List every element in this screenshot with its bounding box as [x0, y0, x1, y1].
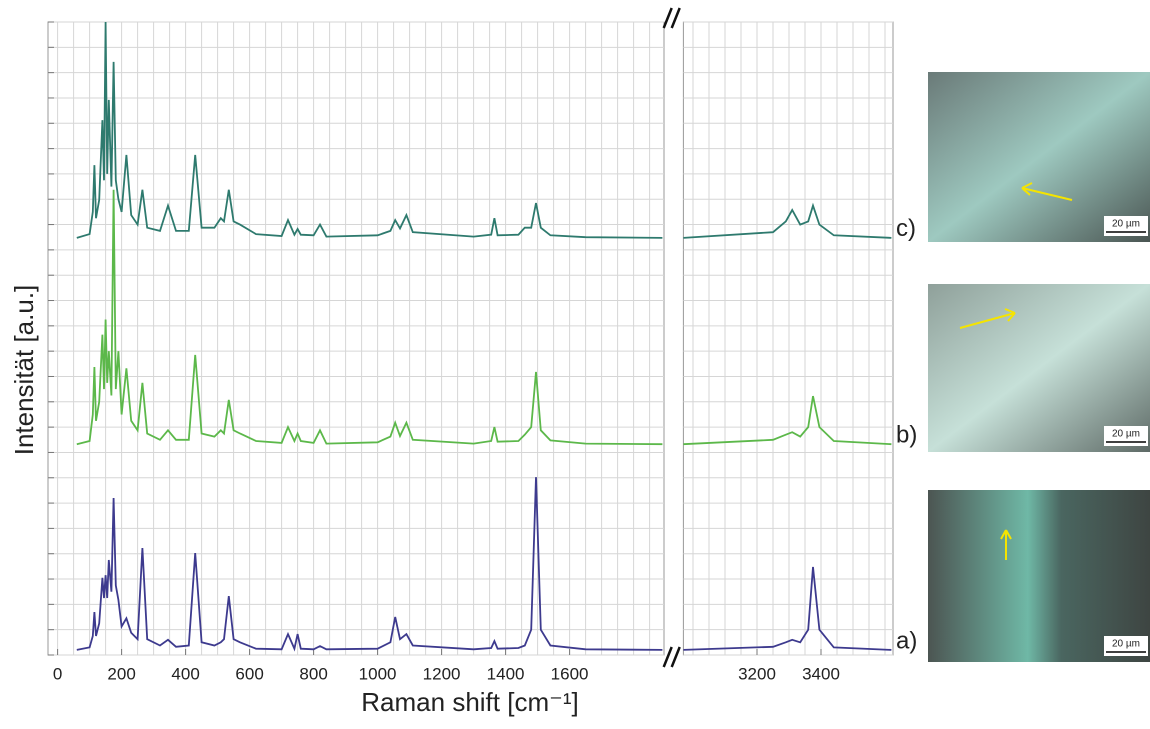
x-tick-label: 1400 — [487, 664, 525, 683]
y-axis-label: Intensität [a.u.] — [9, 285, 39, 456]
spectrum-line — [76, 189, 663, 446]
x-tick-label: 1600 — [551, 664, 589, 683]
x-tick-label: 600 — [235, 664, 263, 683]
spectrum-line — [76, 21, 663, 239]
series-label: c) — [896, 215, 916, 242]
x-tick-label: 800 — [299, 664, 327, 683]
scale-bar-label: 20 µm — [1112, 219, 1140, 230]
plot-area — [47, 21, 894, 656]
spectrum-line — [683, 566, 892, 651]
micrograph — [928, 72, 1150, 242]
arrow — [959, 312, 1016, 329]
series-label: b) — [896, 422, 917, 449]
arrow-head — [1021, 182, 1033, 196]
x-tick-label: 200 — [107, 664, 135, 683]
x-tick-label: 0 — [53, 664, 62, 683]
x-tick-label: 400 — [171, 664, 199, 683]
arrow-head — [1004, 308, 1016, 322]
axis-break — [662, 7, 681, 29]
spectrum-line — [683, 202, 892, 239]
x-tick-label: 1000 — [359, 664, 397, 683]
scale-bar-bg — [1104, 636, 1148, 656]
x-tick-label: 3200 — [738, 664, 776, 683]
axis-break — [662, 646, 681, 668]
x-tick-label: 1200 — [423, 664, 461, 683]
micrograph — [928, 284, 1150, 452]
series-label: a) — [896, 627, 917, 654]
x-tick-label: 3400 — [802, 664, 840, 683]
scale-bar-bg — [1104, 426, 1148, 446]
micrographs — [928, 72, 1150, 662]
spectrum-line — [683, 395, 892, 446]
scale-bar-label: 20 µm — [1112, 429, 1140, 440]
micrograph — [928, 490, 1150, 662]
scale-bar-bg — [1104, 216, 1148, 236]
arrow-head — [1000, 529, 1012, 540]
scale-bar-label: 20 µm — [1112, 639, 1140, 650]
arrow — [1021, 187, 1073, 201]
x-axis-label: Raman shift [cm⁻¹] — [361, 687, 578, 717]
panel — [682, 21, 894, 656]
spectrum-line — [76, 477, 663, 652]
panel — [47, 21, 665, 656]
